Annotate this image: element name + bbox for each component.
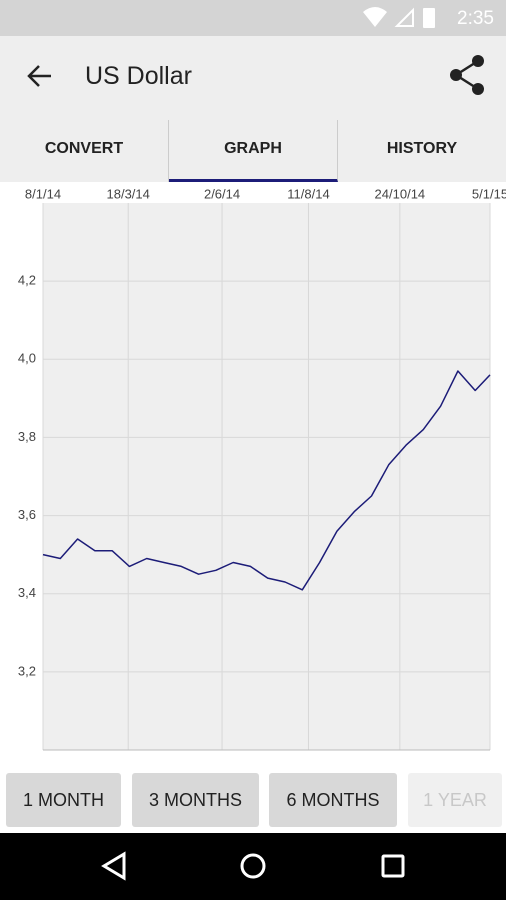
clock: 2:35	[457, 8, 494, 29]
back-button[interactable]	[25, 61, 55, 91]
range-button[interactable]: 3 MONTHS	[132, 773, 259, 827]
tab[interactable]: HISTORY	[386, 140, 458, 157]
x-tick-label: 8/1/14	[25, 186, 61, 201]
y-tick-label: 3,6	[18, 507, 36, 522]
x-tick-label: 24/10/14	[375, 186, 426, 201]
range-buttons: 1 MONTH 3 MONTHS 6 MONTHS 1 YEAR	[0, 773, 506, 827]
status-bar: 2:35	[0, 0, 506, 36]
title: US Dollar	[85, 62, 192, 90]
tab[interactable]: GRAPH	[169, 120, 338, 182]
tab-bar: CONVERT GRAPH HISTORY	[0, 120, 506, 182]
app-bar: US Dollar	[0, 36, 506, 120]
y-tick-label: 4,0	[18, 351, 36, 366]
y-tick-label: 3,8	[18, 429, 36, 444]
y-tick-label: 3,4	[18, 585, 36, 600]
x-tick-label: 18/3/14	[107, 186, 150, 201]
plot-area	[43, 203, 490, 750]
x-tick-label: 2/6/14	[204, 186, 240, 201]
range-button[interactable]: 6 MONTHS	[269, 773, 397, 827]
tab[interactable]: CONVERT	[0, 120, 169, 182]
x-tick-label: 11/8/14	[287, 186, 329, 201]
nav-icons	[101, 851, 405, 881]
status-icons	[363, 7, 435, 28]
share-button[interactable]	[448, 54, 488, 96]
y-tick-label: 3,2	[18, 663, 36, 678]
y-tick-label: 4,2	[18, 273, 36, 288]
price-line	[42, 370, 491, 591]
nav-bar	[0, 833, 506, 900]
range-button[interactable]: 1 MONTH	[6, 773, 121, 827]
x-tick-label: 5/1/15	[472, 186, 506, 201]
range-button: 1 YEAR	[408, 773, 502, 827]
